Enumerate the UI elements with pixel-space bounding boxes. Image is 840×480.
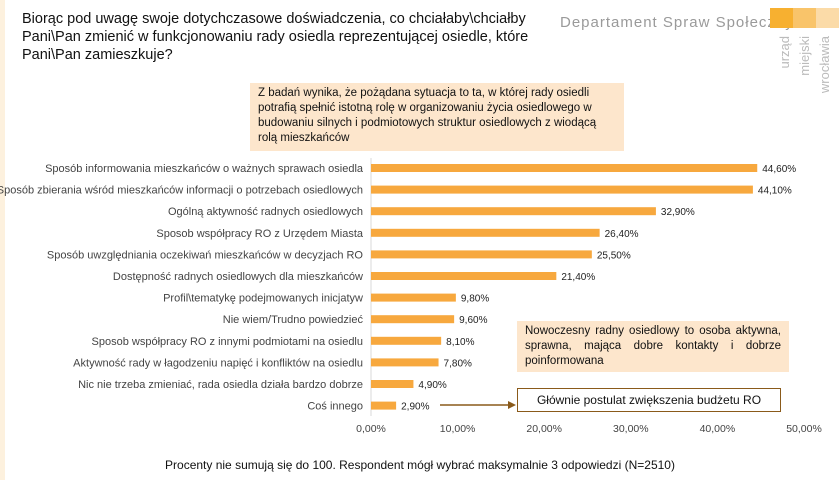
logo-square: [816, 8, 839, 28]
page-title: Biorąc pod uwagę swoje dotychczasowe doś…: [22, 11, 529, 63]
bar: [371, 336, 442, 345]
category-label: Sposob współpracy RO z innymi podmiotami…: [92, 336, 363, 348]
bar: [371, 272, 557, 280]
data-label: 32,90%: [661, 207, 695, 218]
bar: [371, 315, 455, 324]
footnote: Procenty nie sumują się do 100. Responde…: [165, 458, 675, 472]
x-tick-label: 20,00%: [526, 423, 562, 435]
x-tick-label: 30,00%: [613, 423, 649, 435]
left-strip: [0, 0, 5, 480]
logo-square: [793, 8, 816, 28]
data-label: 4,90%: [418, 380, 446, 391]
category-label: Aktywność rady w łagodzeniu napięć i kon…: [73, 357, 363, 369]
data-label: 9,60%: [459, 315, 487, 326]
bar: [371, 358, 439, 367]
data-label: 9,80%: [461, 294, 489, 305]
department-logo-text: Departament Spraw Społecznych: [560, 14, 812, 31]
category-label: Ogólną aktywność radnych osiedlowych: [168, 206, 363, 218]
bar: [371, 380, 414, 388]
bar: [371, 207, 656, 216]
callout-bottom: Głównie postulat zwiększenia budżetu RO: [517, 388, 781, 412]
data-label: 44,10%: [758, 186, 792, 197]
data-label: 25,50%: [597, 250, 631, 261]
data-label: 7,80%: [444, 358, 472, 369]
callout-middle: Nowoczesny radny osiedlowy to osoba akty…: [517, 321, 789, 372]
data-label: 2,90%: [401, 402, 429, 413]
data-label: 8,10%: [446, 337, 474, 348]
logo-square: [770, 8, 793, 28]
category-label: Coś innego: [307, 401, 363, 413]
bar: [371, 293, 456, 302]
callout-top: Z badań wynika, że pożądana sytuacja to …: [250, 83, 624, 151]
category-label: Sposob współpracy RO z Urzędem Miasta: [156, 228, 364, 240]
data-label: 26,40%: [605, 229, 639, 240]
category-label: Dostępność radnych osiedlowych dla miesz…: [113, 271, 363, 283]
data-label: 21,40%: [561, 272, 595, 283]
bar: [371, 250, 592, 259]
bar: [371, 185, 753, 194]
category-label: Profil\tematykę podejmowanych inicjatyw: [163, 293, 363, 305]
x-tick-label: 10,00%: [440, 423, 476, 435]
category-label: Nie wiem/Trudno powiedzieć: [223, 314, 364, 326]
category-label: Nic nie trzeba zmieniać, rada osiedla dz…: [78, 379, 363, 391]
category-label: Sposób informowania mieszkańców o ważnyc…: [45, 163, 364, 175]
bar: [371, 228, 600, 237]
x-tick-label: 40,00%: [700, 423, 736, 435]
data-label: 44,60%: [762, 164, 796, 175]
x-tick-label: 50,00%: [786, 423, 822, 435]
bar: [371, 401, 397, 410]
x-tick-label: 0,00%: [356, 423, 386, 435]
bar: [371, 164, 758, 172]
category-label: Sposób zbierania wśród mieszkańców infor…: [0, 185, 363, 197]
arrow-head-icon: [508, 401, 516, 409]
category-label: Sposób uwzględniania oczekiwań mieszkańc…: [47, 249, 364, 261]
